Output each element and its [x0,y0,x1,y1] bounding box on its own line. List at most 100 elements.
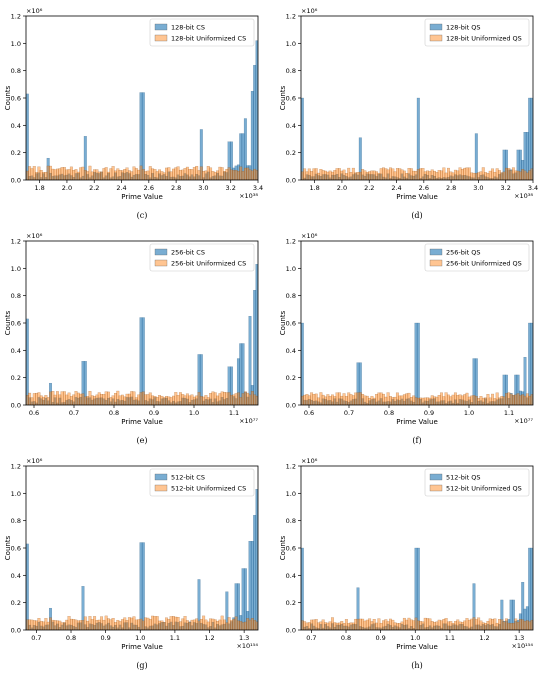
bar-uniformized [141,620,145,630]
bar-uniformized [241,171,245,180]
bar-uniformized [62,167,66,180]
bar-uniformized [463,620,467,630]
x-tick-label: 0.8 [341,634,351,642]
bar-uniformized [127,393,131,405]
x-tick-label: 3.2 [501,184,511,192]
y-axis-multiplier: ×10⁶ [301,232,318,240]
bar-uniformized [220,615,224,630]
bar-uniformized [116,619,120,630]
bar-uniformized [307,168,311,180]
bar-cs [505,374,508,405]
bar-uniformized [498,397,501,405]
y-tick-label: 1.2 [11,463,21,471]
y-tick-label: 0.6 [286,320,296,328]
bar-uniformized [349,622,353,630]
y-tick-label: 0.6 [11,95,21,103]
bar-uniformized [523,170,527,180]
bar-uniformized [185,393,189,405]
x-tick-label: 2.8 [171,184,181,192]
bar-uniformized [178,621,182,630]
bar-uniformized [35,172,39,180]
bar-uniformized [379,622,383,630]
x-axis-multiplier: ×10³⁸ [514,192,533,200]
bar-uniformized [32,393,36,405]
x-tick-label: 2.4 [116,184,126,192]
bar-uniformized [516,170,520,180]
bar-uniformized [402,394,406,405]
bar-uniformized [518,619,522,630]
legend-label: 512-bit QS [446,474,481,482]
bar-uniformized [342,169,346,180]
bar-uniformized [127,617,131,630]
bar-uniformized [389,167,392,180]
bar-cs [474,133,478,180]
bar-uniformized [246,618,250,630]
bar-uniformized [100,171,104,180]
y-tick-label: 0.0 [11,627,21,635]
bar-cs [511,599,515,630]
bar-uniformized [363,620,367,630]
bar-uniformized [51,168,55,180]
bar-uniformized [60,167,64,180]
x-tick-label: 0.8 [384,409,394,417]
bar-uniformized [248,619,252,630]
bar-uniformized [104,167,108,180]
bar-uniformized [130,171,134,180]
bar-uniformized [514,618,518,630]
bar-uniformized [488,618,492,630]
x-tick-label: 0.8 [66,634,76,642]
bar-uniformized [223,619,226,630]
bar-uniformized [382,620,385,630]
bar-uniformized [509,393,513,405]
bar-uniformized [130,391,134,405]
bar-uniformized [114,170,117,180]
bar-uniformized [303,621,307,630]
bar-uniformized [72,170,76,180]
panel-caption: (d) [411,211,422,220]
bar-uniformized [76,620,80,630]
bar-uniformized [62,391,66,405]
bar-uniformized [100,616,104,630]
y-tick-label: 1.0 [11,265,21,273]
bar-uniformized [442,167,446,180]
bar-uniformized [437,619,441,630]
bar-uniformized [26,170,29,180]
bar-uniformized [255,621,258,630]
bar-uniformized [528,395,532,405]
bar-cs [301,547,304,630]
x-axis-label: Prime Value [396,193,438,201]
bar-uniformized [331,394,334,405]
legend-swatch [154,23,168,31]
x-tick-label: 1.2 [204,634,214,642]
x-axis-multiplier: ×10⁷⁷ [239,417,258,425]
y-axis-multiplier: ×10⁶ [301,7,318,15]
bar-uniformized [377,392,381,405]
bar-uniformized [375,171,379,180]
bar-uniformized [324,622,327,630]
bar-uniformized [344,396,348,405]
bar-uniformized [160,171,164,180]
bar-uniformized [447,167,450,180]
panel-caption: (f) [412,436,421,445]
bar-cs [523,357,527,405]
bar-cs [141,317,145,405]
bar-uniformized [368,618,372,630]
bar-uniformized [97,171,101,180]
bar-cs [199,129,203,180]
bar-uniformized [509,170,513,180]
bar-uniformized [321,394,325,405]
bar-uniformized [382,393,385,405]
bar-cs [500,599,504,630]
y-tick-label: 0.6 [286,545,296,553]
legend-box [149,468,255,497]
bar-uniformized [317,397,321,405]
y-tick-label: 0.4 [286,572,296,580]
bar-uniformized [44,172,48,180]
x-tick-label: 3.2 [226,184,236,192]
legend-box [424,468,530,497]
legend: 256-bit CS 256-bit Uniformized CS [149,243,255,272]
legend-swatch [429,473,443,481]
y-tick-label: 1.0 [286,40,296,48]
bar-cs [301,97,304,180]
legend-swatch [154,484,168,492]
